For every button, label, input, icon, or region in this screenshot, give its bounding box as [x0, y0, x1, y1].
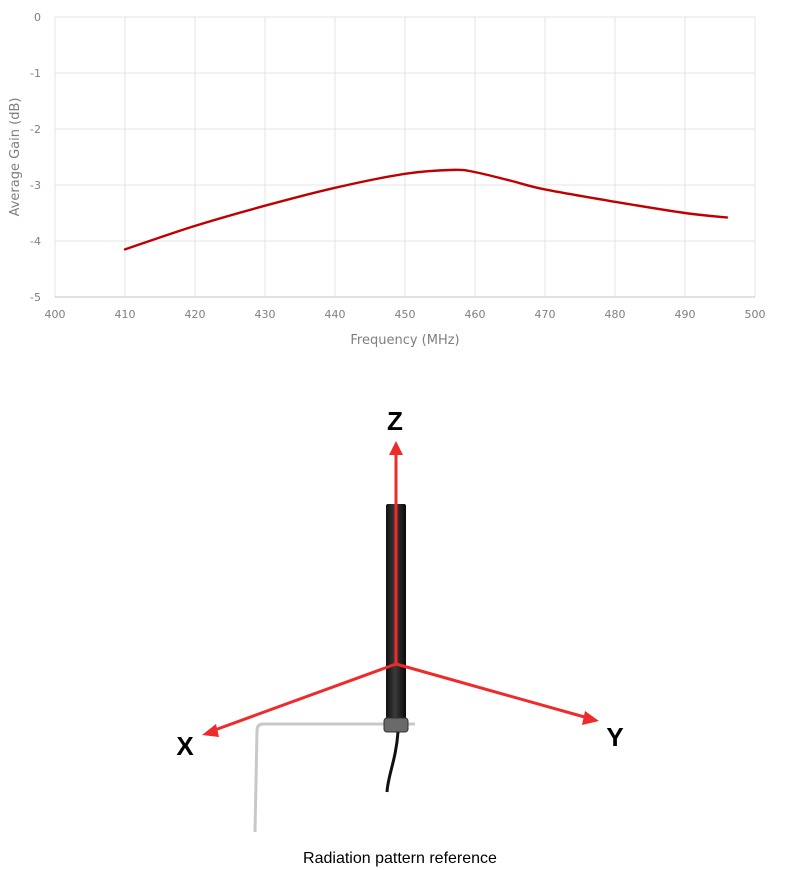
x-tick-label: 490 — [675, 308, 696, 321]
x-axis-label: X — [176, 731, 194, 761]
x-tick-label: 410 — [115, 308, 136, 321]
x-tick-label: 420 — [185, 308, 206, 321]
chart-grid — [54, 16, 756, 298]
coordinate-axes — [210, 450, 590, 733]
x-axis-ticks: 400 410 420 430 440 450 460 470 480 490 500 — [45, 308, 766, 321]
gain-curve — [123, 168, 729, 251]
arrowheads — [202, 441, 599, 737]
x-tick-label: 460 — [465, 308, 486, 321]
diagram-caption: Radiation pattern reference — [303, 850, 497, 867]
x-tick-label: 400 — [45, 308, 66, 321]
x-tick-label: 450 — [395, 308, 416, 321]
x-axis-arrow — [210, 662, 398, 733]
x-tick-label: 430 — [255, 308, 276, 321]
y-axis-ticks: 0 -1 -2 -3 -4 -5 — [30, 11, 41, 304]
average-gain-chart: 400 410 420 430 440 450 460 470 480 490 500 0 -1 -2 -… — [8, 11, 766, 348]
x-tick-label: 470 — [535, 308, 556, 321]
x-axis-title: Frequency (MHz) — [350, 333, 459, 348]
z-axis-label: Z — [387, 406, 403, 436]
x-tick-label: 440 — [325, 308, 346, 321]
y-tick-label: -1 — [30, 67, 41, 80]
antenna-image — [253, 504, 415, 833]
y-tick-label: -3 — [30, 179, 41, 192]
y-tick-label: -4 — [30, 235, 41, 248]
antenna-nut — [383, 717, 409, 733]
y-axis-label: Y — [606, 722, 623, 752]
y-tick-label: 0 — [34, 11, 41, 24]
x-tick-label: 500 — [745, 308, 766, 321]
mounting-bracket — [253, 722, 415, 833]
z-arrowhead-icon — [389, 441, 403, 455]
y-axis-title: Average Gain (dB) — [8, 98, 23, 217]
x-arrowhead-icon — [202, 724, 219, 737]
y-tick-label: -2 — [30, 123, 41, 136]
y-tick-label: -5 — [30, 291, 41, 304]
y-arrowhead-icon — [582, 711, 599, 725]
antenna-cable — [385, 731, 400, 793]
y-axis-arrow — [394, 662, 590, 720]
radiation-reference-diagram: Z X Y Radiation pattern reference — [176, 406, 623, 867]
x-tick-label: 480 — [605, 308, 626, 321]
